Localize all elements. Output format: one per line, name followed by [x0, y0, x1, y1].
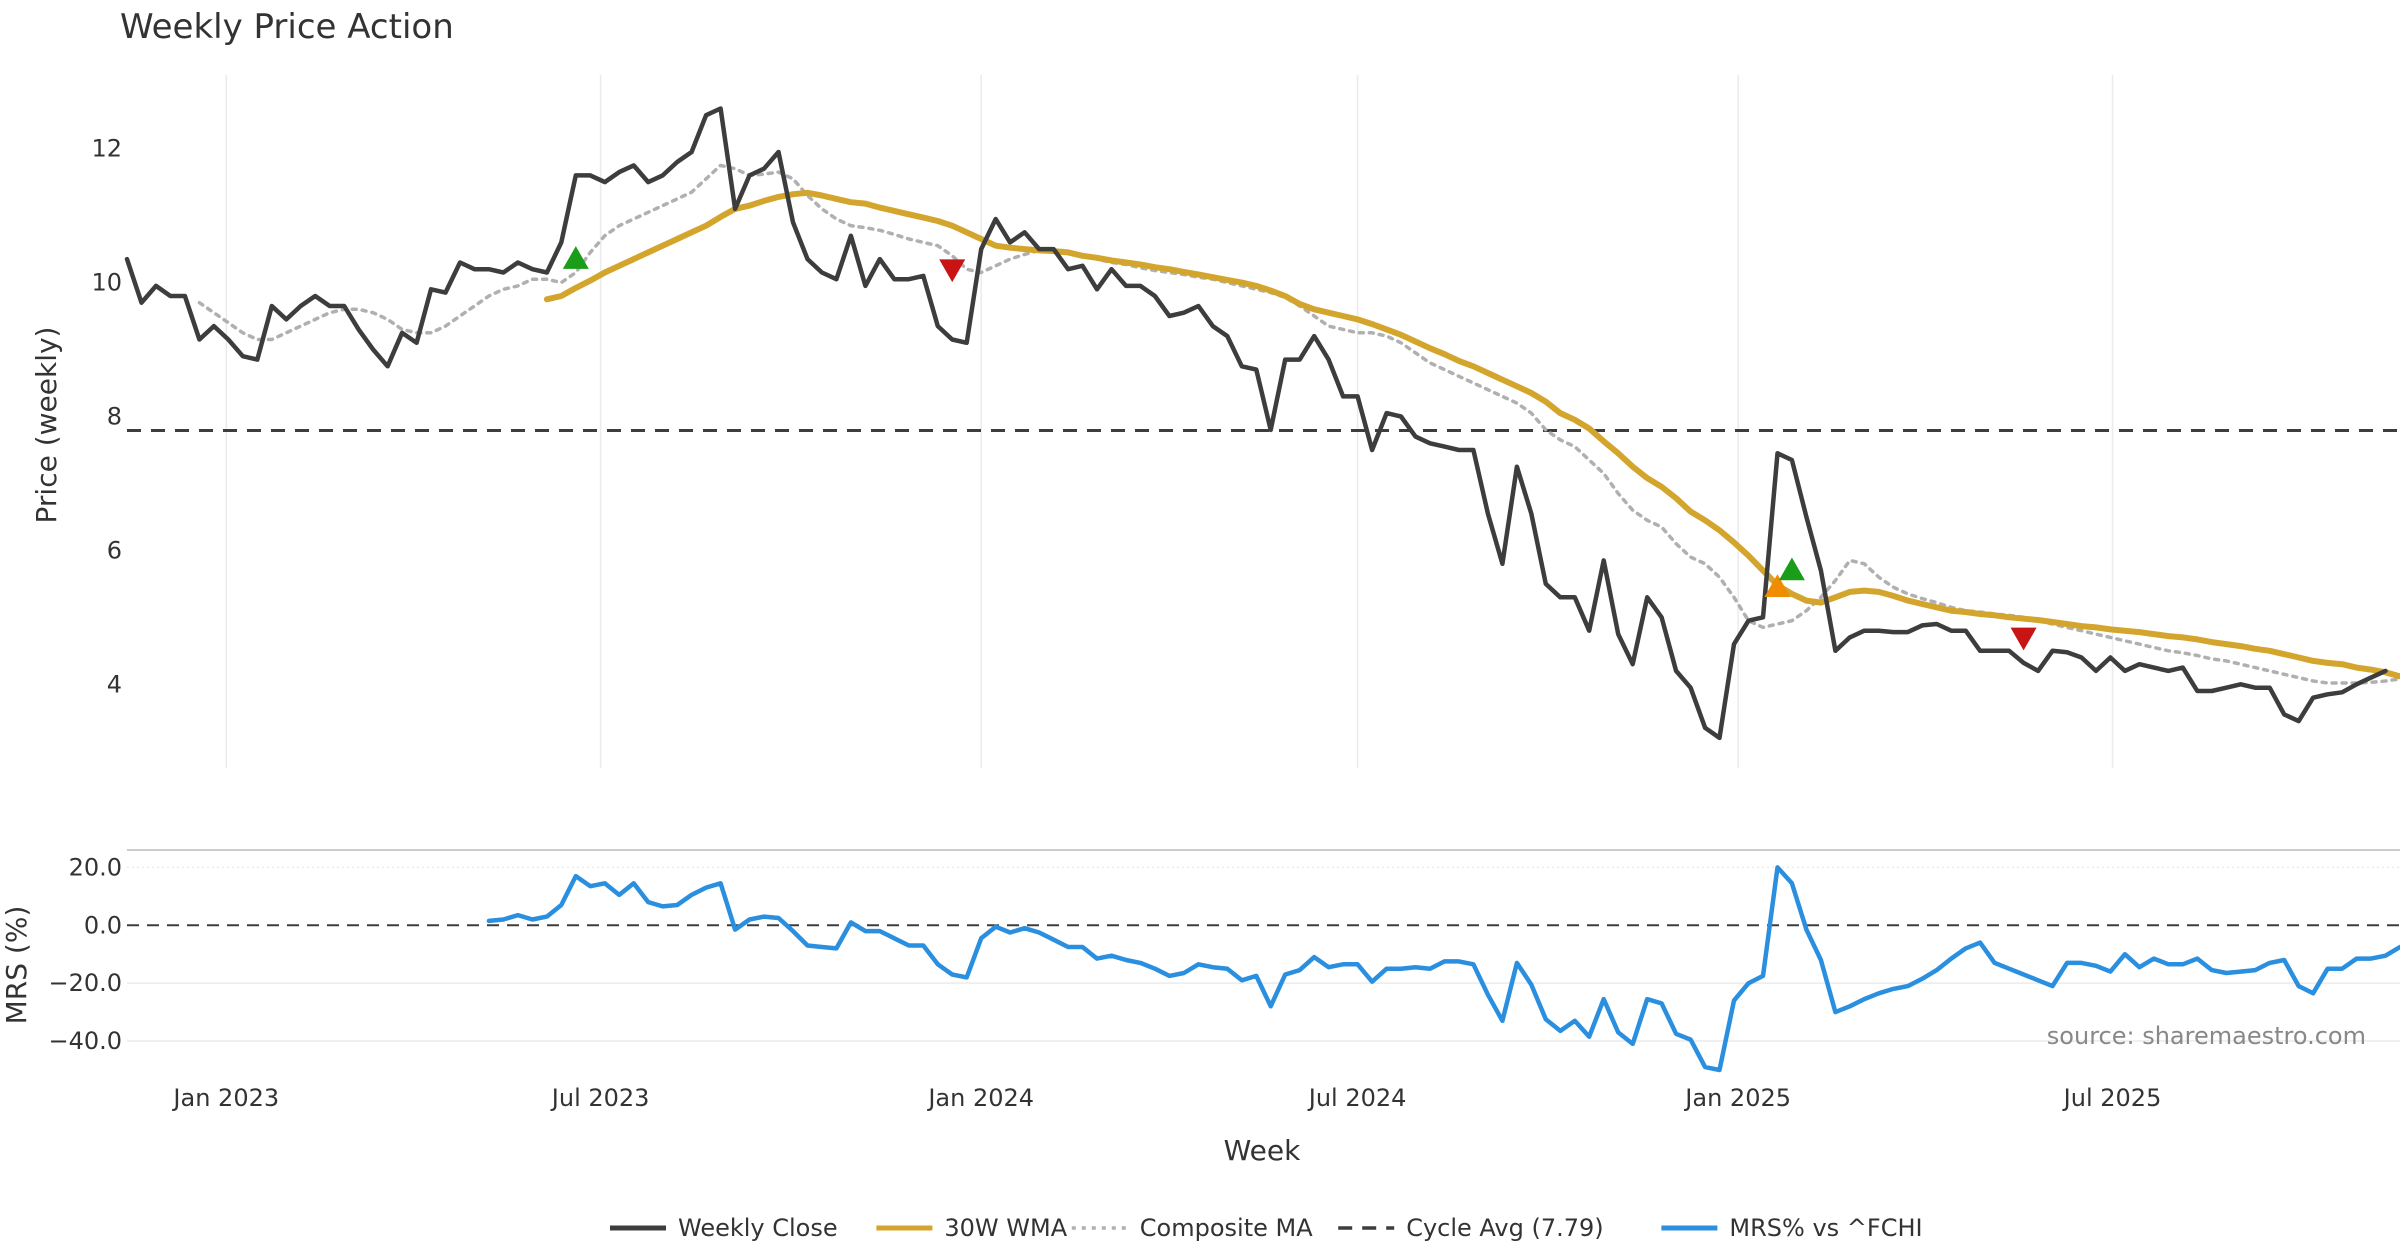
x-tick-label: Jul 2024: [1307, 1084, 1407, 1112]
price-series: [124, 106, 2400, 741]
series-close: [124, 106, 2388, 741]
x-axis-ticks: Jan 2023 Jul 2023 Jan 2024 Jul 2024 Jan 2025…: [171, 1084, 2161, 1112]
mrs-y-tick-label: 20.0: [69, 853, 122, 881]
mrs-y-ticks: 20.0 0.0 −20.0 −40.0: [48, 853, 122, 1055]
x-tick-label: Jan 2025: [1683, 1084, 1791, 1112]
sell-signal-marker: [939, 259, 966, 283]
legend-item: 30W WMA: [876, 1214, 1068, 1242]
x-tick-label: Jul 2025: [2062, 1084, 2162, 1112]
series-wma: [543, 189, 2400, 680]
mrs-y-axis-title: MRS (%): [0, 906, 33, 1025]
price-grid: [225, 75, 2114, 768]
x-axis-title: Week: [1224, 1134, 1301, 1167]
mrs-panel: 20.0 0.0 −20.0 −40.0 MRS (%) source: sharem…: [0, 849, 2400, 1073]
price-y-tick-label: 8: [107, 402, 122, 430]
signal-markers: [562, 246, 2037, 651]
x-tick-label: Jan 2023: [171, 1084, 279, 1112]
legend-label: Weekly Close: [678, 1214, 838, 1242]
legend: Weekly Close 30W WMA Composite MA Cycle Avg…: [610, 1214, 1923, 1242]
buy-signal-marker: [1778, 557, 1805, 581]
legend-label: 30W WMA: [944, 1214, 1067, 1242]
legend-label: MRS% vs ^FCHI: [1729, 1214, 1922, 1242]
x-tick-label: Jan 2024: [926, 1084, 1034, 1112]
mrs-y-tick-label: 0.0: [84, 911, 122, 939]
legend-item: Cycle Avg (7.79): [1338, 1214, 1604, 1242]
mrs-y-tick-label: −40.0: [48, 1027, 122, 1055]
series-mrs: [486, 865, 2400, 1073]
price-y-tick-label: 4: [107, 670, 122, 698]
x-tick-label: Jul 2023: [550, 1084, 650, 1112]
legend-item: MRS% vs ^FCHI: [1661, 1214, 1923, 1242]
price-y-ticks: 4 6 8 10 12: [91, 135, 122, 699]
mrs-y-tick-label: −20.0: [48, 969, 122, 997]
mrs-series: [486, 865, 2400, 1073]
chart-title: Weekly Price Action: [120, 7, 454, 47]
legend-item: Weekly Close: [610, 1214, 838, 1242]
legend-label: Composite MA: [1140, 1214, 1313, 1242]
buy-signal-marker: [562, 246, 589, 269]
price-y-axis-title: Price (weekly): [30, 327, 63, 524]
buy-signal-marker: [1764, 574, 1791, 597]
source-note: source: sharemaestro.com: [2047, 1022, 2366, 1050]
price-panel: 4 6 8 10 12 Price (weekly): [30, 75, 2400, 768]
legend-label: Cycle Avg (7.79): [1406, 1214, 1603, 1242]
legend-item: Composite MA: [1071, 1214, 1313, 1242]
price-y-tick-label: 6: [107, 536, 122, 564]
mrs-grid: [127, 866, 2400, 1042]
sell-signal-marker: [2010, 627, 2037, 651]
series-composite: [197, 163, 2400, 685]
price-y-tick-label: 12: [91, 135, 122, 163]
price-y-tick-label: 10: [91, 269, 122, 297]
